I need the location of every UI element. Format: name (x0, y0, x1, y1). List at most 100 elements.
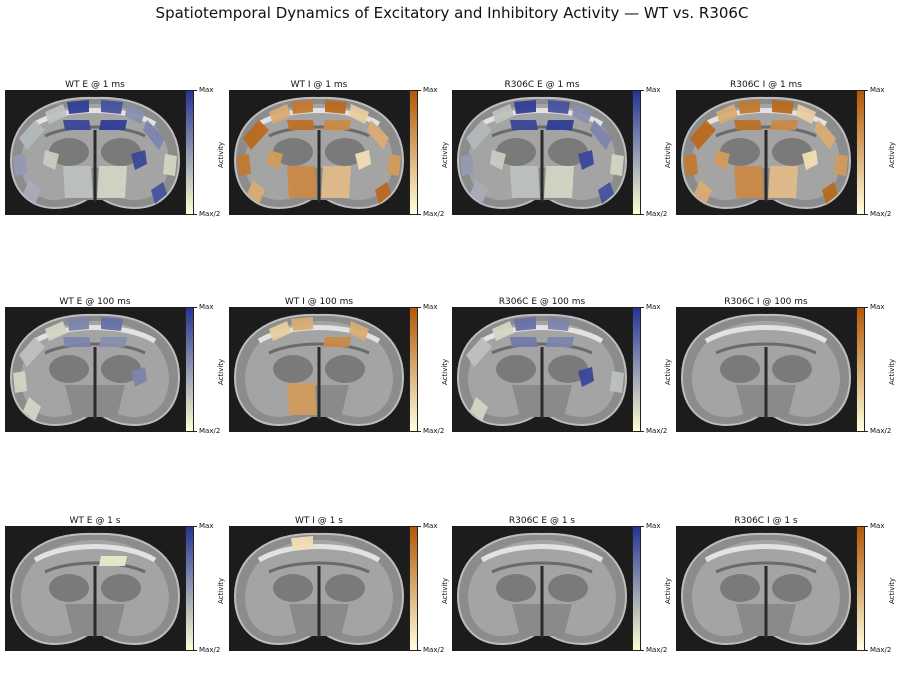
colorbar-max-label: Max (199, 303, 214, 311)
colorbar-min-label: Max/2 (423, 646, 445, 654)
colorbar (856, 90, 865, 215)
corpus-callosum (33, 544, 157, 563)
activity-panel: R306C I @ 1 s Max Max/2 Activity (676, 516, 896, 676)
corpus-callosum (257, 544, 381, 563)
left-thalamus (273, 138, 313, 166)
colorbar-axis-label: Activity (888, 358, 896, 385)
activity-region (247, 180, 265, 204)
colorbar (632, 307, 641, 432)
activity-region (99, 120, 127, 130)
activity-panel: R306C I @ 1 ms Max Max/2 Activity (676, 80, 896, 240)
activity-region (269, 321, 291, 341)
activity-region (67, 100, 89, 114)
activity-region (243, 120, 269, 150)
activity-region (13, 371, 27, 393)
activity-region (67, 317, 89, 331)
activity-region (684, 154, 698, 176)
activity-region (45, 104, 67, 124)
corpus-callosum (33, 108, 157, 127)
corpus-callosum (704, 325, 828, 344)
white-matter-tract (715, 342, 817, 355)
right-thalamus (772, 355, 812, 383)
activity-panel: WT E @ 1 s Max Max/2 Activity (5, 516, 225, 676)
colorbar (632, 90, 641, 215)
activity-region (355, 150, 371, 170)
activity-region (490, 150, 506, 170)
panel-title: WT I @ 100 ms (284, 297, 354, 307)
colorbar-tick (641, 526, 644, 527)
right-thalamus (772, 574, 812, 602)
activity-panel: WT I @ 100 ms Max Max/2 Activity (229, 297, 449, 457)
right-thalamus (548, 138, 588, 166)
brain-activity-map (5, 526, 185, 651)
activity-region (598, 182, 614, 204)
left-thalamus (496, 138, 536, 166)
activity-panel: R306C I @ 100 ms Max Max/2 Activity (676, 297, 896, 457)
activity-region (466, 120, 492, 150)
activity-region (97, 166, 127, 198)
colorbar-min-label: Max/2 (646, 427, 668, 435)
activity-region (546, 337, 574, 347)
activity-panel: WT E @ 100 ms Max Max/2 Activity (5, 297, 225, 457)
activity-region (714, 150, 730, 170)
right-thalamus (325, 355, 365, 383)
activity-region (45, 321, 67, 341)
corpus-callosum (257, 108, 381, 127)
activity-region (734, 166, 764, 198)
activity-region (610, 154, 624, 176)
colorbar-min-label: Max/2 (423, 427, 445, 435)
activity-region (321, 166, 351, 198)
colorbar-tick (865, 307, 868, 308)
colorbar (632, 526, 641, 651)
colorbar-min-label: Max/2 (646, 646, 668, 654)
activity-region (796, 104, 816, 124)
brain-activity-map (676, 90, 856, 215)
activity-region (492, 104, 514, 124)
activity-region (367, 120, 389, 150)
colorbar-axis-label: Activity (441, 358, 449, 385)
colorbar-tick (418, 650, 421, 651)
activity-region (19, 120, 45, 150)
left-thalamus (49, 138, 89, 166)
left-thalamus (496, 574, 536, 602)
white-matter-tract (268, 561, 370, 574)
colorbar (856, 526, 865, 651)
colorbar-tick (418, 307, 421, 308)
brain-map-svg (229, 526, 409, 651)
colorbar (185, 90, 194, 215)
activity-region (510, 120, 538, 130)
activity-region (578, 150, 594, 170)
activity-region (143, 120, 165, 150)
figure-title: Spatiotemporal Dynamics of Excitatory an… (155, 4, 749, 22)
activity-region (834, 154, 848, 176)
colorbar-max-label: Max (646, 522, 661, 530)
left-thalamus (720, 138, 760, 166)
colorbar-axis-label: Activity (441, 577, 449, 604)
activity-region (131, 367, 147, 387)
brain-map-svg (5, 526, 185, 651)
activity-region (610, 371, 624, 393)
activity-region (325, 100, 347, 114)
white-matter-tract (715, 561, 817, 574)
left-thalamus (49, 574, 89, 602)
colorbar (409, 307, 418, 432)
white-matter-tract (715, 125, 817, 138)
activity-region (510, 166, 540, 198)
activity-region (125, 104, 145, 124)
colorbar (185, 307, 194, 432)
brain-map-svg (229, 90, 409, 215)
left-thalamus (49, 355, 89, 383)
colorbar-axis-label: Activity (664, 577, 672, 604)
panel-title: R306C I @ 1 ms (730, 80, 802, 90)
colorbar-tick (194, 650, 197, 651)
corpus-callosum (704, 544, 828, 563)
colorbar-max-label: Max (199, 86, 214, 94)
colorbar-axis-label: Activity (664, 358, 672, 385)
white-matter-tract (491, 561, 593, 574)
brain-activity-map (452, 90, 632, 215)
activity-region (287, 120, 315, 130)
activity-region (269, 104, 291, 124)
activity-region (546, 120, 574, 130)
colorbar-max-label: Max (870, 303, 885, 311)
activity-region (375, 182, 391, 204)
